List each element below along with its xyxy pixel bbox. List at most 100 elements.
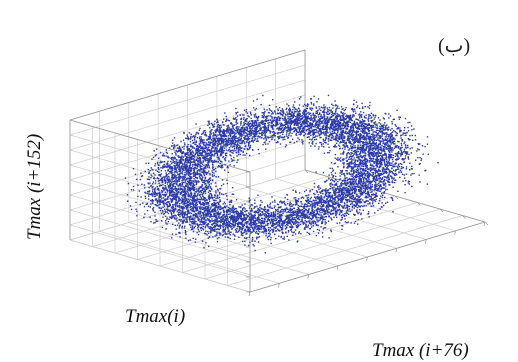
scatter-point bbox=[242, 150, 244, 153]
scatter-point bbox=[350, 203, 352, 205]
scatter-point bbox=[220, 221, 222, 223]
scatter-point bbox=[392, 186, 394, 188]
scatter-point bbox=[303, 120, 306, 122]
scatter-point bbox=[354, 137, 356, 140]
scatter-point bbox=[392, 138, 395, 140]
scatter-point bbox=[256, 126, 258, 128]
scatter-point bbox=[207, 207, 209, 210]
scatter-point bbox=[279, 210, 282, 212]
scatter-point bbox=[351, 195, 354, 197]
scatter-point bbox=[210, 158, 212, 161]
scatter-point bbox=[177, 188, 180, 190]
scatter-point bbox=[365, 114, 367, 116]
scatter-point bbox=[394, 181, 396, 184]
scatter-point bbox=[199, 221, 201, 223]
scatter-point bbox=[251, 124, 254, 126]
y-tick bbox=[307, 274, 310, 279]
scatter-point bbox=[317, 132, 320, 134]
scatter-point bbox=[329, 134, 331, 136]
scatter-point bbox=[375, 152, 378, 154]
scatter-point bbox=[241, 233, 243, 235]
scatter-point bbox=[344, 184, 347, 186]
scatter-point bbox=[280, 136, 282, 139]
scatter-point bbox=[231, 151, 233, 154]
scatter-point bbox=[221, 193, 223, 195]
scatter-point bbox=[179, 216, 181, 218]
scatter-point bbox=[372, 154, 374, 156]
scatter-point bbox=[231, 132, 233, 135]
scatter-point bbox=[189, 215, 192, 217]
scatter-point bbox=[249, 132, 251, 134]
scatter-point bbox=[302, 213, 304, 215]
scatter-point bbox=[283, 202, 286, 205]
scatter-point bbox=[340, 124, 343, 126]
scatter-point bbox=[145, 203, 147, 205]
scatter-point bbox=[200, 221, 202, 223]
scatter-point bbox=[361, 184, 363, 187]
scatter-point bbox=[198, 129, 200, 131]
scatter-point bbox=[309, 212, 312, 214]
scatter-point bbox=[163, 187, 165, 190]
scatter-point bbox=[270, 242, 272, 245]
scatter-point bbox=[185, 214, 187, 216]
scatter-point bbox=[211, 150, 213, 152]
scatter-point bbox=[382, 128, 384, 130]
scatter-point bbox=[341, 138, 344, 141]
scatter-point bbox=[245, 230, 247, 233]
scatter-point bbox=[180, 210, 182, 212]
scatter-point bbox=[157, 201, 159, 203]
scatter-point bbox=[182, 168, 184, 170]
scatter-point bbox=[292, 106, 294, 108]
scatter-point bbox=[279, 216, 281, 219]
scatter-point bbox=[295, 216, 298, 218]
scatter-point bbox=[236, 141, 238, 143]
scatter-point bbox=[173, 158, 175, 160]
scatter-point bbox=[257, 126, 259, 128]
scatter-point bbox=[357, 146, 359, 148]
scatter-point bbox=[322, 120, 324, 122]
scatter-point bbox=[249, 133, 252, 135]
scatter-point bbox=[347, 115, 349, 117]
scatter-point bbox=[265, 215, 267, 218]
scatter-point bbox=[244, 132, 247, 134]
scatter-point bbox=[221, 234, 224, 237]
scatter-point bbox=[327, 196, 329, 198]
scatter-point bbox=[340, 120, 342, 122]
scatter-point bbox=[356, 183, 358, 185]
scatter-point bbox=[320, 120, 322, 122]
scatter-point bbox=[381, 171, 384, 173]
scatter-point bbox=[265, 235, 267, 237]
scatter-point bbox=[237, 159, 239, 161]
scatter-point bbox=[282, 111, 285, 113]
scatter-point bbox=[177, 209, 180, 212]
scatter-point bbox=[197, 153, 199, 155]
scatter-point bbox=[184, 192, 186, 194]
scatter-point bbox=[271, 116, 273, 118]
scatter-point bbox=[411, 129, 413, 131]
scatter-point bbox=[240, 150, 243, 152]
scatter-point bbox=[205, 230, 207, 232]
scatter-point bbox=[303, 113, 305, 116]
scatter-point bbox=[235, 231, 237, 233]
scatter-point bbox=[356, 106, 358, 109]
scatter-point bbox=[212, 142, 214, 144]
scatter-point bbox=[239, 206, 242, 209]
scatter-point bbox=[236, 130, 239, 132]
scatter-point bbox=[281, 108, 283, 110]
scatter-point bbox=[267, 235, 269, 237]
scatter-point bbox=[353, 182, 355, 184]
scatter-point bbox=[324, 194, 327, 197]
scatter-point bbox=[368, 132, 371, 134]
scatter-point bbox=[220, 130, 222, 133]
scatter-point bbox=[216, 240, 219, 243]
scatter-point bbox=[308, 200, 311, 202]
scatter-point bbox=[256, 225, 259, 227]
scatter-point bbox=[394, 138, 396, 140]
scatter-point bbox=[226, 165, 229, 168]
scatter-point bbox=[343, 141, 345, 143]
scatter-point bbox=[359, 144, 361, 146]
scatter-point bbox=[174, 174, 176, 176]
scatter-point bbox=[377, 173, 379, 175]
scatter-point bbox=[217, 160, 219, 163]
scatter-point bbox=[370, 197, 372, 199]
